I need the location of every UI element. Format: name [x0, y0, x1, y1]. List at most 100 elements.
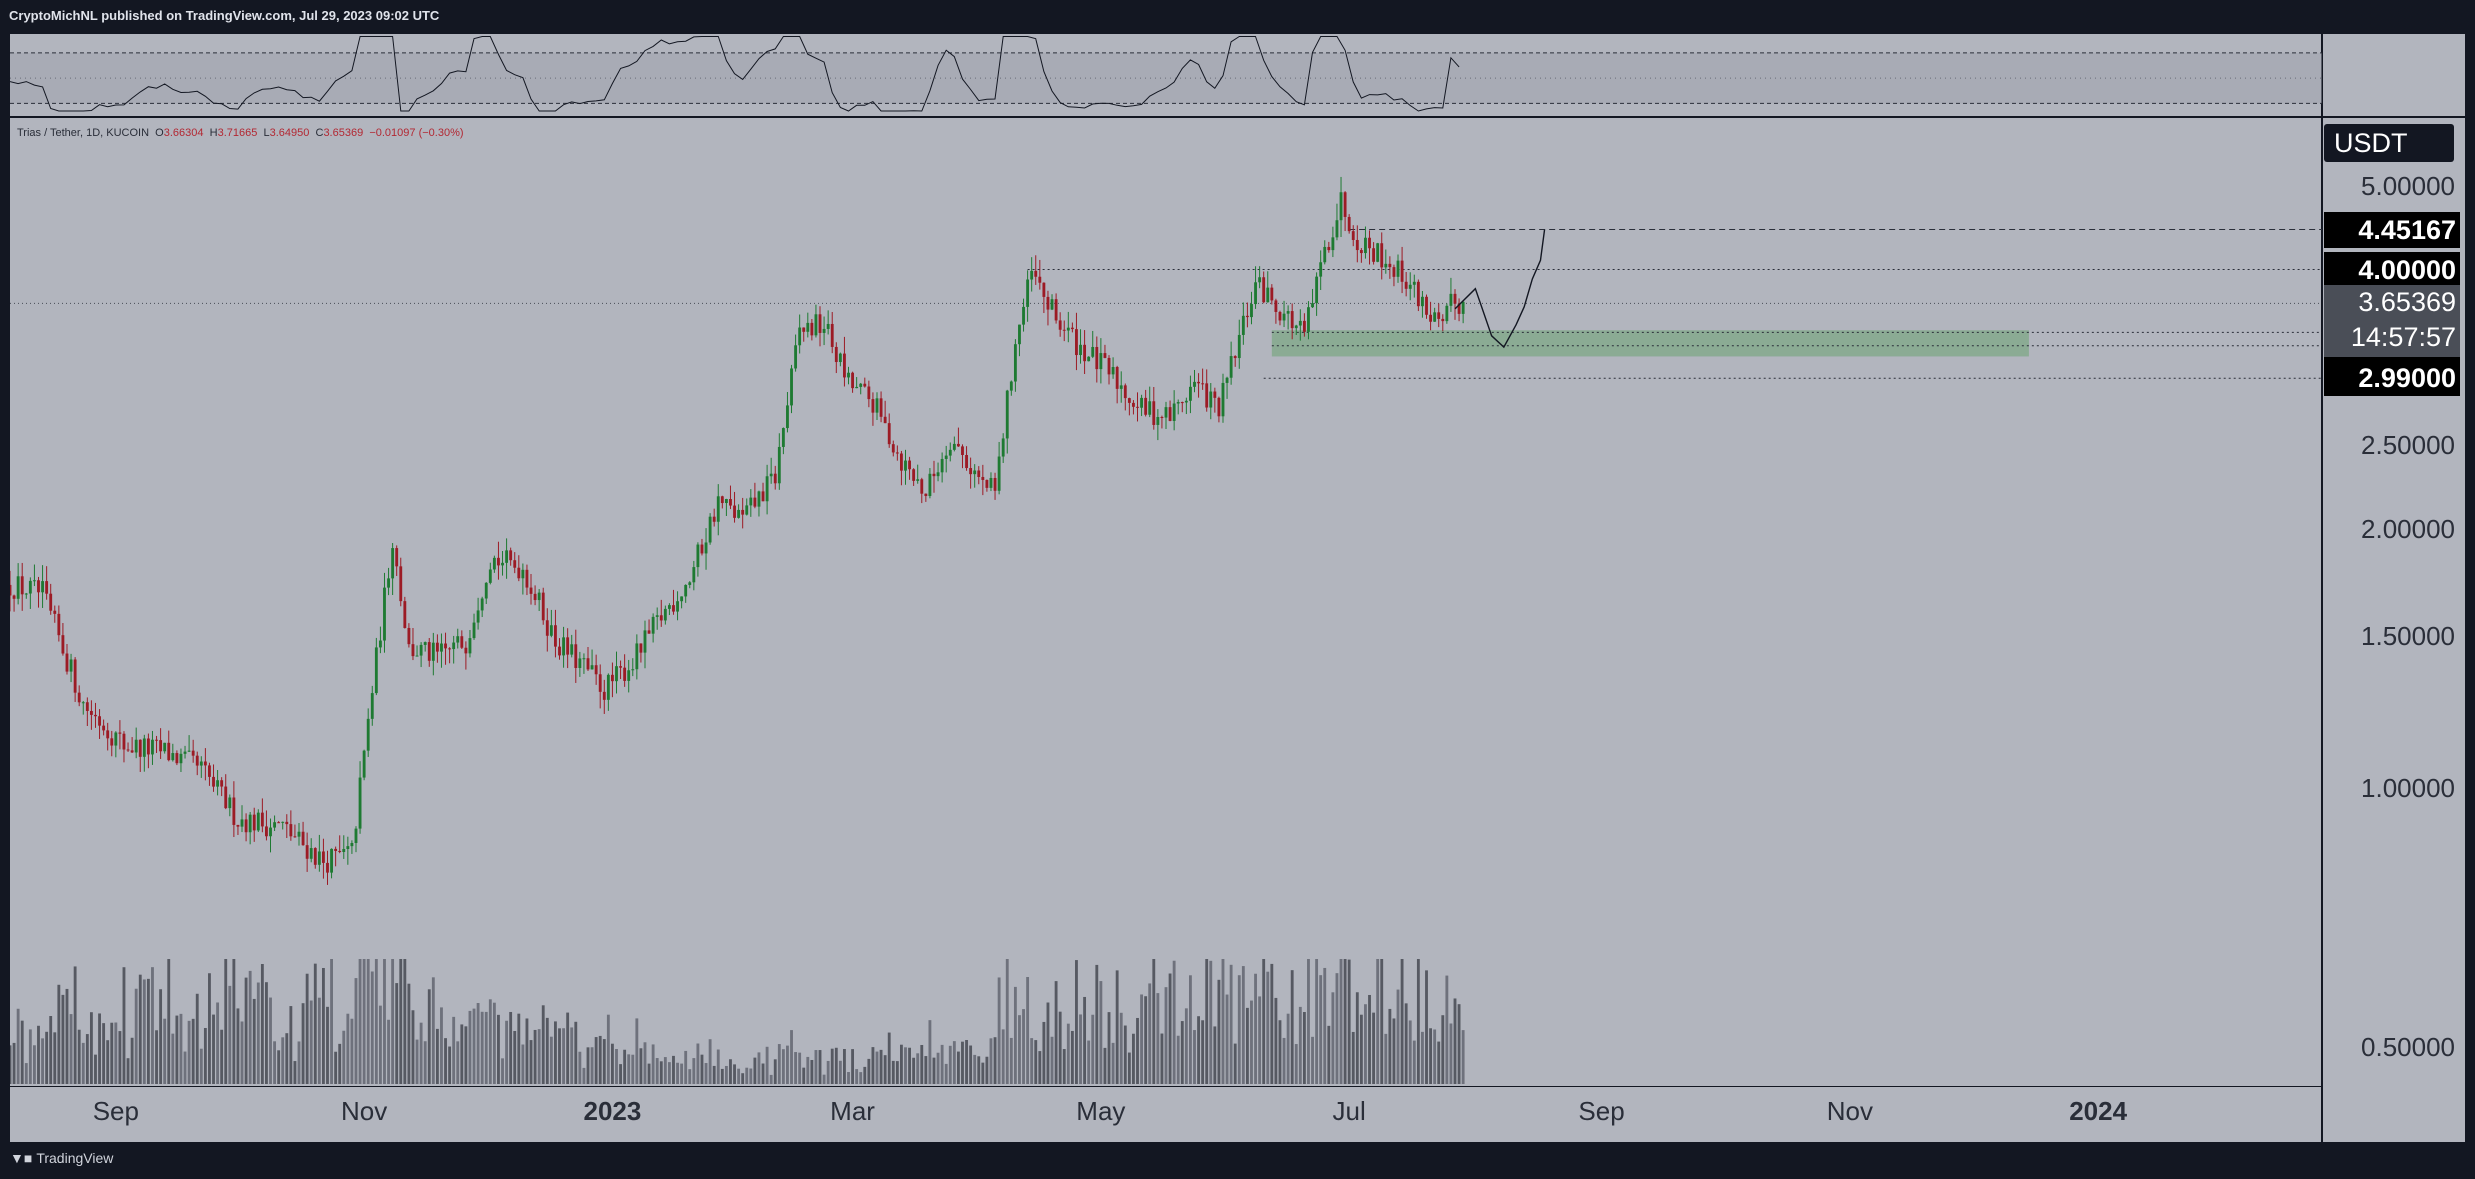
candle-body — [1457, 303, 1461, 314]
candle-body — [843, 353, 846, 378]
candle — [102, 719, 106, 736]
volume-bar — [769, 1074, 773, 1084]
candle-body — [952, 443, 956, 450]
candle-body — [1184, 400, 1188, 403]
candle — [334, 846, 338, 867]
volume-bar — [497, 1014, 500, 1084]
price-tick-label: 2.00000 — [2361, 513, 2455, 544]
volume-bar — [378, 1005, 382, 1084]
legend-open: 3.66304 — [163, 127, 204, 139]
candle — [977, 466, 981, 485]
candle — [1343, 191, 1347, 232]
candle-body — [1079, 344, 1082, 356]
candle-body — [1229, 356, 1233, 378]
volume-bar — [887, 1032, 891, 1084]
candle-body — [1376, 243, 1380, 262]
price-axis[interactable]: USDT 5.00000 2.50000 2.00000 1.50000 1.00000… — [2322, 118, 2465, 1086]
volume-bar — [1233, 1043, 1237, 1084]
candle-body — [12, 595, 16, 599]
candle — [171, 743, 175, 762]
candle — [1412, 274, 1416, 298]
volume-bar — [1421, 1031, 1424, 1084]
candle-body — [899, 453, 903, 471]
candle-body — [138, 739, 142, 757]
volume-bar — [1433, 1029, 1437, 1084]
volume-bar — [12, 1042, 16, 1084]
volume-bar — [452, 1016, 456, 1084]
volume-bar — [724, 1065, 728, 1084]
volume-bar — [655, 1058, 659, 1084]
candle-body — [908, 460, 911, 470]
candle — [342, 835, 346, 859]
volume-bar — [916, 1053, 920, 1084]
candle — [981, 464, 985, 496]
candle-body — [309, 848, 313, 859]
candle — [765, 464, 769, 515]
legend-high: 3.71665 — [217, 127, 258, 139]
volume-bar — [688, 1069, 692, 1084]
volume-bar — [806, 1056, 810, 1084]
candle — [273, 815, 277, 832]
time-tick-label: 2023 — [583, 1096, 642, 1126]
volume-bar — [309, 1000, 313, 1084]
time-axis-separator — [10, 1086, 2322, 1087]
candle — [1368, 230, 1371, 265]
candle — [598, 664, 602, 709]
candle — [1107, 355, 1111, 385]
volume-bar — [1172, 960, 1176, 1084]
candle-body — [887, 423, 891, 445]
candle-body — [1197, 381, 1200, 384]
volume-bar — [338, 1043, 342, 1084]
volume-bar — [1323, 967, 1327, 1084]
candle-body — [753, 497, 757, 507]
candle-body — [997, 456, 1001, 491]
candle — [558, 638, 561, 660]
candle-body — [32, 580, 36, 582]
volume-bar — [98, 1013, 101, 1084]
candle-body — [199, 761, 203, 766]
chart-panel[interactable] — [10, 34, 2322, 1142]
volume-bar — [163, 1018, 167, 1084]
candle — [582, 653, 586, 674]
candle — [509, 547, 513, 566]
price-pane[interactable] — [10, 118, 2322, 1086]
volume-bar — [1270, 963, 1274, 1084]
candle — [1026, 270, 1030, 322]
legend-close-label: C — [315, 127, 324, 139]
volume-bar — [822, 1074, 826, 1084]
time-axis[interactable]: Sep Nov 2023 Mar May Jul Sep Nov 2024 — [10, 1086, 2322, 1142]
volume-bar — [273, 1041, 277, 1084]
volume-bar — [899, 1044, 903, 1084]
time-tick-label: Nov — [341, 1096, 388, 1126]
time-tick-label: Sep — [1578, 1096, 1625, 1126]
candle-body — [1099, 353, 1103, 370]
volume-bar — [570, 1027, 574, 1084]
volume-bar — [1132, 1033, 1135, 1084]
volume-bar — [383, 959, 386, 1084]
candle — [1034, 255, 1038, 285]
pane-separator[interactable] — [10, 116, 2465, 118]
volume-bar — [81, 1042, 85, 1084]
volume-bar — [1201, 1020, 1205, 1084]
candle — [12, 594, 16, 612]
footer: ▼■ TradingView — [10, 1150, 113, 1166]
candle-body — [932, 473, 936, 477]
currency-button[interactable]: USDT — [2324, 124, 2454, 162]
rsi-pane[interactable] — [10, 34, 2322, 116]
candle-body — [1441, 318, 1445, 322]
volume-bar — [114, 1022, 118, 1084]
candle — [610, 662, 614, 698]
bar-countdown: 14:57:57 — [2350, 322, 2456, 353]
candle-body — [65, 653, 69, 672]
candle-body — [383, 587, 386, 641]
candle — [175, 750, 179, 766]
volume-bar — [1156, 993, 1160, 1084]
candle-body — [802, 327, 806, 332]
candle-body — [948, 449, 952, 456]
candle-body — [1087, 356, 1091, 362]
candle — [1274, 298, 1278, 324]
volume-bar — [883, 1055, 887, 1084]
candle-body — [1311, 303, 1314, 308]
candle — [187, 735, 191, 753]
